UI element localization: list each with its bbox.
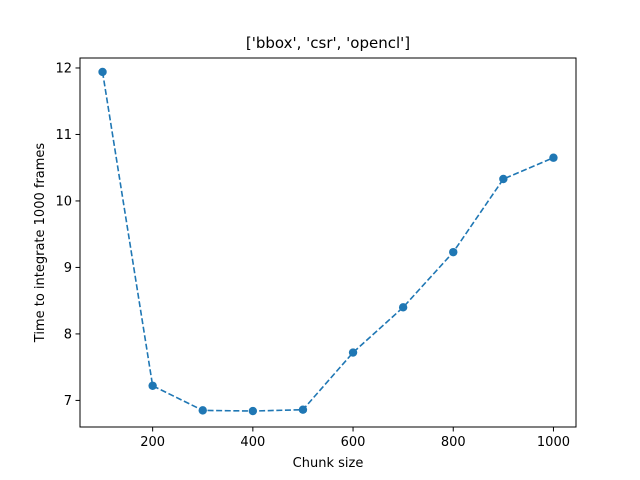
- y-tick-label: 9: [64, 261, 72, 276]
- series-line: [101, 71, 554, 412]
- chart-title: ['bbox', 'csr', 'opencl']: [246, 34, 410, 52]
- data-point: [248, 406, 258, 416]
- x-tick-label: 800: [441, 435, 466, 450]
- y-tick-label: 10: [55, 194, 72, 209]
- y-tick-label: 11: [55, 128, 72, 143]
- x-tick-label: 200: [140, 435, 165, 450]
- data-point: [348, 348, 358, 357]
- data-point: [549, 153, 558, 162]
- data-point: [499, 174, 508, 184]
- data-point: [449, 247, 458, 257]
- x-tick-label: 600: [341, 435, 366, 450]
- y-tick-label: 12: [55, 61, 72, 76]
- data-point: [298, 405, 308, 414]
- data-point: [98, 67, 107, 77]
- x-axis-label: Chunk size: [293, 456, 364, 471]
- y-axis-label: Time to integrate 1000 frames: [33, 143, 48, 344]
- y-tick-label: 7: [64, 394, 72, 409]
- plot-frame: [79, 57, 577, 428]
- y-tick-label: 8: [64, 327, 72, 342]
- data-point: [198, 406, 207, 415]
- x-tick-label: 1000: [537, 435, 570, 450]
- x-tick-label: 400: [240, 435, 265, 450]
- data-point: [398, 303, 408, 312]
- data-point: [148, 381, 157, 390]
